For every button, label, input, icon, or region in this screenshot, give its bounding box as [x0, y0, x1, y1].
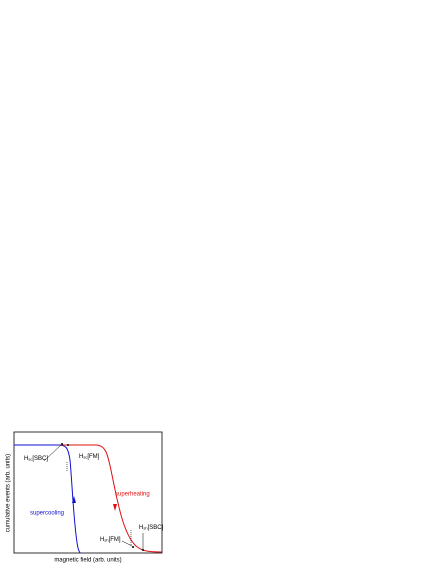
annotation-rest: [FM] — [87, 454, 99, 460]
annotation: Hsh[FM] — [100, 537, 121, 543]
annotation-base: H — [79, 454, 83, 460]
annotation: Hsc[SBC] — [24, 456, 48, 462]
superheating-arrow — [113, 504, 117, 511]
point — [61, 443, 63, 445]
leader-line — [43, 444, 62, 462]
curve-label: supercooling — [30, 511, 64, 517]
annotation-rest: [SBC] — [148, 525, 164, 531]
point — [67, 444, 69, 446]
annotation-base: H — [139, 525, 143, 531]
annotation: Hsh[SBC] — [139, 525, 164, 531]
supercooling-curve — [14, 444, 81, 553]
annotation-rest: [FM] — [109, 537, 121, 543]
annotation-base: H — [100, 537, 104, 543]
curve-label: superheating — [115, 492, 150, 498]
x-axis-label: magnetic field (arb. units) — [54, 558, 121, 564]
annotation-base: H — [24, 456, 28, 462]
leader-line — [121, 540, 133, 547]
y-axis-label: cumulative events (arb. units) — [6, 454, 12, 532]
superheating-curve — [62, 444, 162, 553]
annotation-sub: sh — [143, 526, 147, 531]
point — [132, 546, 134, 548]
annotation-sub: sc — [28, 457, 32, 462]
annotation-rest: [SBC] — [32, 456, 48, 462]
point — [142, 549, 144, 551]
annotation-sub: sh — [104, 538, 108, 543]
plot-frame — [13, 431, 163, 554]
annotation: Hsc[FM] — [79, 454, 100, 460]
annotation-sub: sc — [83, 455, 87, 460]
supercooling-arrow — [72, 496, 76, 503]
